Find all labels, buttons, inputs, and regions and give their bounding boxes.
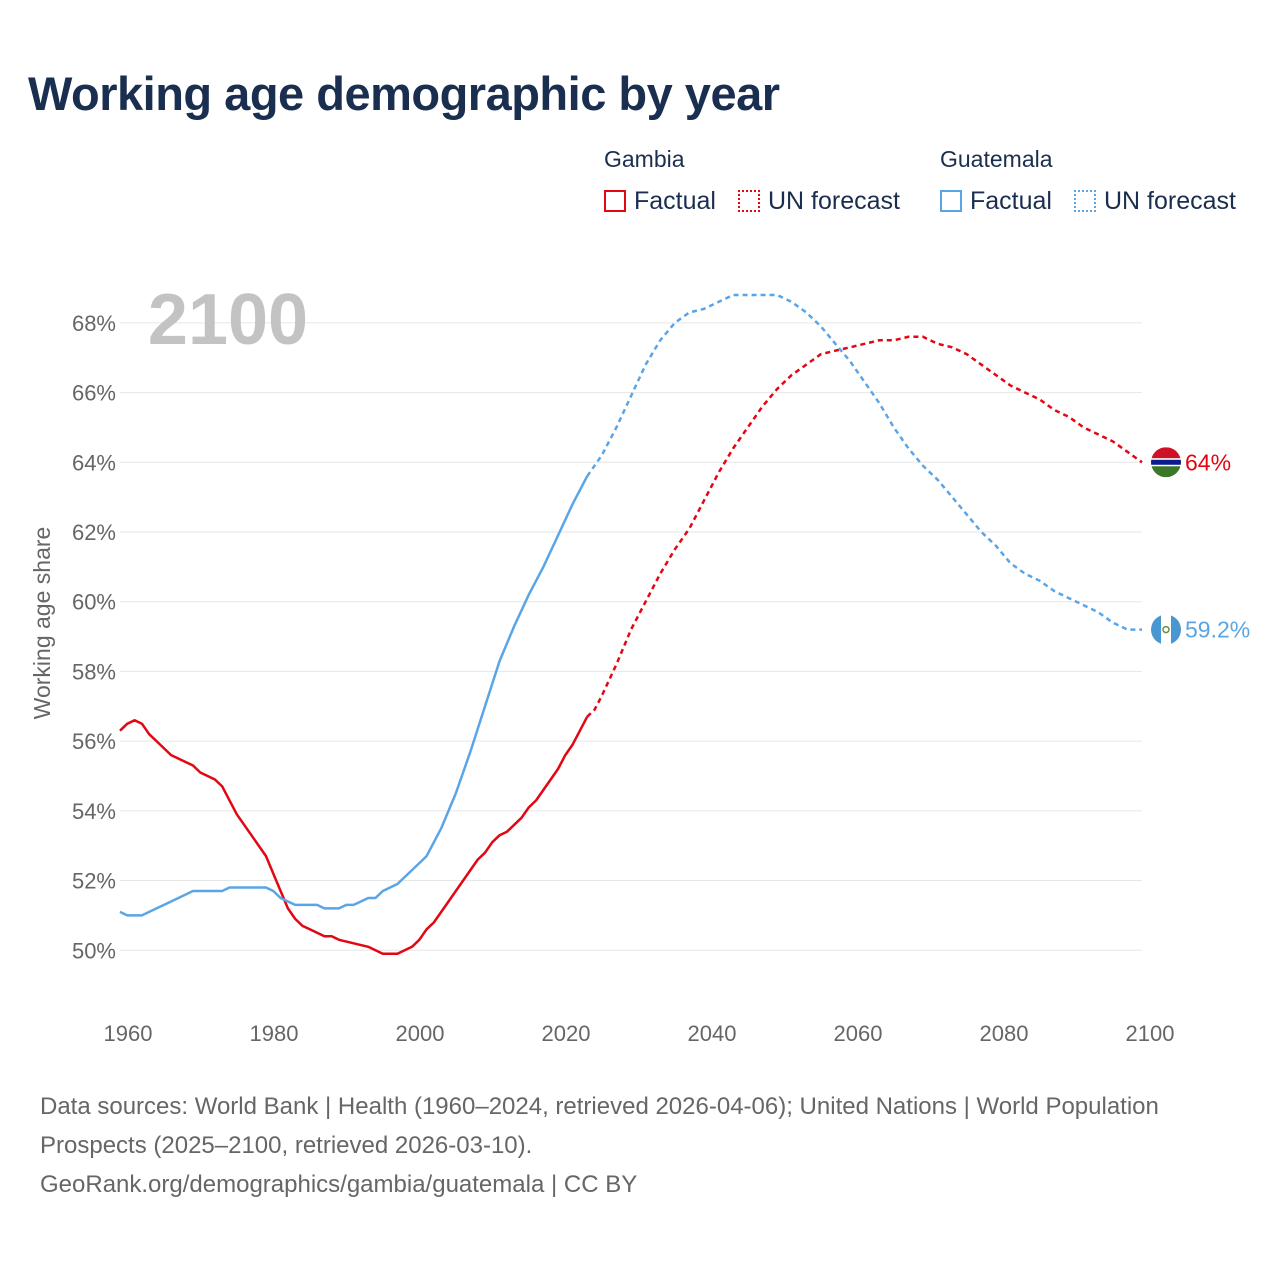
x-tick-label: 2000 — [396, 1021, 445, 1046]
legend-guatemala-forecast[interactable]: UN forecast — [1074, 186, 1236, 216]
legend-guatemala-forecast-swatch — [1074, 190, 1096, 212]
x-tick-label: 2060 — [834, 1021, 883, 1046]
y-tick-label: 68% — [72, 311, 116, 336]
legend-gambia-factual-label: Factual — [634, 186, 716, 215]
y-axis-label: Working age share — [29, 527, 55, 720]
y-tick-label: 62% — [72, 520, 116, 545]
x-tick-label: 1960 — [104, 1021, 153, 1046]
y-axis-ticks: 50% 52% 54% 56% 58% 60% 62% 64% 66% 68% — [72, 311, 116, 963]
legend-guatemala-factual-label: Factual — [970, 186, 1052, 215]
y-tick-label: 50% — [72, 938, 116, 963]
y-tick-label: 54% — [72, 799, 116, 824]
legend-group-gambia: Gambia — [604, 146, 685, 172]
x-axis-ticks: 1960 1980 2000 2020 2040 2060 2080 2100 — [104, 1021, 1175, 1046]
gambia-end-label: 64% — [1185, 449, 1231, 475]
guatemala-end-label: 59.2% — [1185, 617, 1250, 643]
series-line-guatemala-forecast — [586, 293, 1142, 631]
x-tick-label: 2080 — [980, 1021, 1029, 1046]
legend-guatemala-factual-swatch — [940, 190, 962, 212]
x-tick-label: 2040 — [688, 1021, 737, 1046]
y-tick-label: 56% — [72, 729, 116, 754]
plot-area: 2100 50% 52% 54% 56% 58% 60% 62% 64% 66% 68% 1960… — [29, 280, 1250, 1046]
year-overlay: 2100 — [148, 280, 308, 360]
x-tick-label: 1980 — [250, 1021, 299, 1046]
series-endpoints: 64% 59.2% — [1151, 447, 1250, 645]
chart-title: Working age demographic by year — [28, 67, 780, 120]
legend-gambia-forecast[interactable]: UN forecast — [738, 186, 900, 216]
y-tick-label: 60% — [72, 590, 116, 615]
sources-line-2: GeoRank.org/demographics/gambia/guatemal… — [40, 1171, 638, 1198]
gridlines — [120, 322, 1142, 951]
legend-gambia-factual[interactable]: Factual — [604, 186, 716, 216]
y-tick-label: 64% — [72, 450, 116, 475]
y-tick-label: 52% — [72, 869, 116, 894]
legend-gambia-forecast-label: UN forecast — [768, 186, 900, 215]
x-tick-label: 2020 — [542, 1021, 591, 1046]
legend-guatemala-forecast-label: UN forecast — [1104, 186, 1236, 215]
series-line-gambia-forecast — [586, 335, 1143, 718]
gambia-flag-icon — [1151, 447, 1181, 478]
series-line-guatemala-factual — [119, 475, 589, 917]
guatemala-flag-icon — [1151, 614, 1181, 645]
series-lines — [119, 293, 1143, 955]
data-sources: Data sources: World Bank | Health (1960–… — [40, 1087, 1200, 1204]
legend-guatemala-factual[interactable]: Factual — [940, 186, 1052, 216]
sources-line-1: Data sources: World Bank | Health (1960–… — [40, 1093, 1159, 1159]
y-tick-label: 66% — [72, 381, 116, 406]
legend-gambia-factual-swatch — [604, 190, 626, 212]
y-tick-label: 58% — [72, 659, 116, 684]
series-line-gambia-factual — [119, 716, 589, 955]
legend-gambia-forecast-swatch — [738, 190, 760, 212]
legend-group-guatemala: Guatemala — [940, 146, 1053, 172]
x-tick-label: 2100 — [1126, 1021, 1175, 1046]
